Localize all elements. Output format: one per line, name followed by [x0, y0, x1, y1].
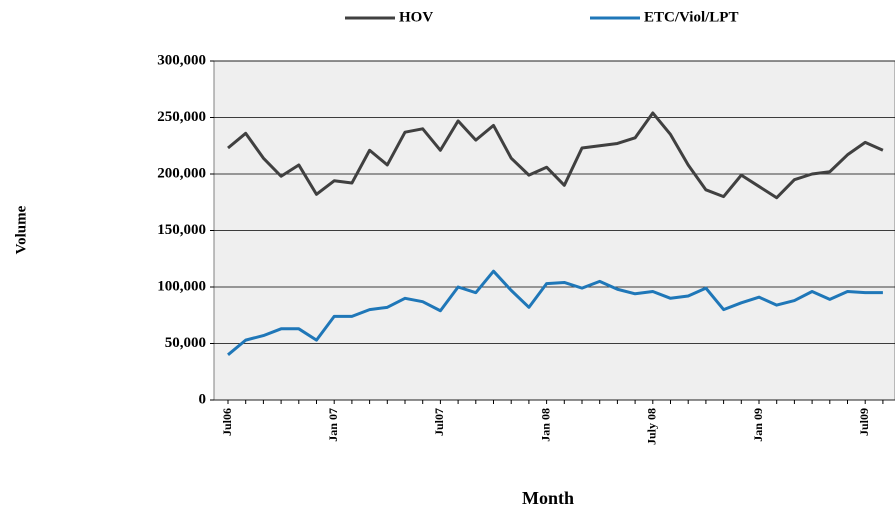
- x-tick-label: Jul06: [220, 408, 234, 436]
- y-tick-label: 150,000: [157, 222, 206, 238]
- y-axis-title: Volume: [13, 205, 29, 254]
- legend-label: HOV: [399, 9, 433, 25]
- legend-label: ETC/Viol/LPT: [644, 9, 738, 25]
- y-tick-label: 250,000: [157, 109, 206, 125]
- legend: HOV ETC/Viol/LPT: [345, 9, 738, 25]
- x-tick-label: Jul09: [857, 408, 871, 436]
- x-tick-label: July 08: [645, 408, 659, 445]
- x-tick-label: Jul07: [432, 408, 446, 436]
- x-tick-label: Jan 07: [326, 408, 340, 442]
- y-tick-label: 0: [199, 391, 207, 407]
- series-line: [227, 111, 884, 200]
- y-tick-label: 100,000: [157, 278, 206, 294]
- series-line: [227, 269, 883, 356]
- y-tick-label: 50,000: [165, 335, 206, 351]
- x-tick-label: Jan 08: [538, 408, 552, 442]
- x-tick-label: Jan 09: [751, 408, 765, 442]
- x-axis-title: Month: [522, 488, 574, 508]
- y-tick-label: 300,000: [157, 52, 206, 68]
- y-tick-label: 200,000: [157, 165, 206, 181]
